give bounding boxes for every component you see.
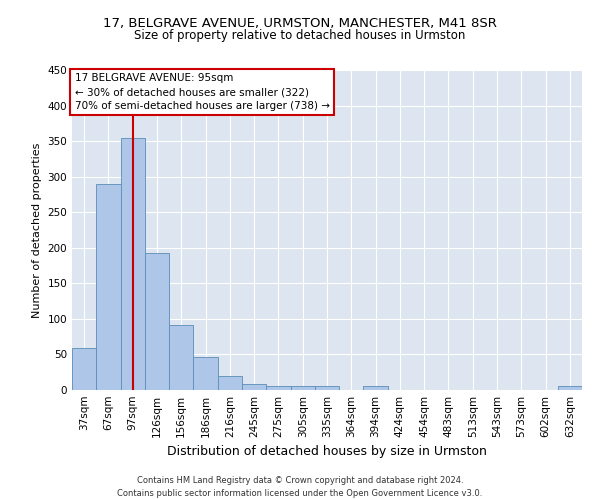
- Text: 17 BELGRAVE AVENUE: 95sqm
← 30% of detached houses are smaller (322)
70% of semi: 17 BELGRAVE AVENUE: 95sqm ← 30% of detac…: [74, 73, 329, 111]
- Bar: [266, 386, 290, 390]
- Bar: [145, 254, 169, 390]
- Bar: [96, 184, 121, 390]
- Bar: [121, 138, 145, 390]
- Y-axis label: Number of detached properties: Number of detached properties: [32, 142, 42, 318]
- Bar: [290, 386, 315, 390]
- Bar: [193, 358, 218, 390]
- X-axis label: Distribution of detached houses by size in Urmston: Distribution of detached houses by size …: [167, 446, 487, 458]
- Text: Contains HM Land Registry data © Crown copyright and database right 2024.
Contai: Contains HM Land Registry data © Crown c…: [118, 476, 482, 498]
- Bar: [72, 348, 96, 390]
- Bar: [242, 384, 266, 390]
- Text: Size of property relative to detached houses in Urmston: Size of property relative to detached ho…: [134, 29, 466, 42]
- Bar: [315, 386, 339, 390]
- Bar: [558, 386, 582, 390]
- Bar: [218, 376, 242, 390]
- Bar: [364, 386, 388, 390]
- Text: 17, BELGRAVE AVENUE, URMSTON, MANCHESTER, M41 8SR: 17, BELGRAVE AVENUE, URMSTON, MANCHESTER…: [103, 18, 497, 30]
- Bar: [169, 324, 193, 390]
